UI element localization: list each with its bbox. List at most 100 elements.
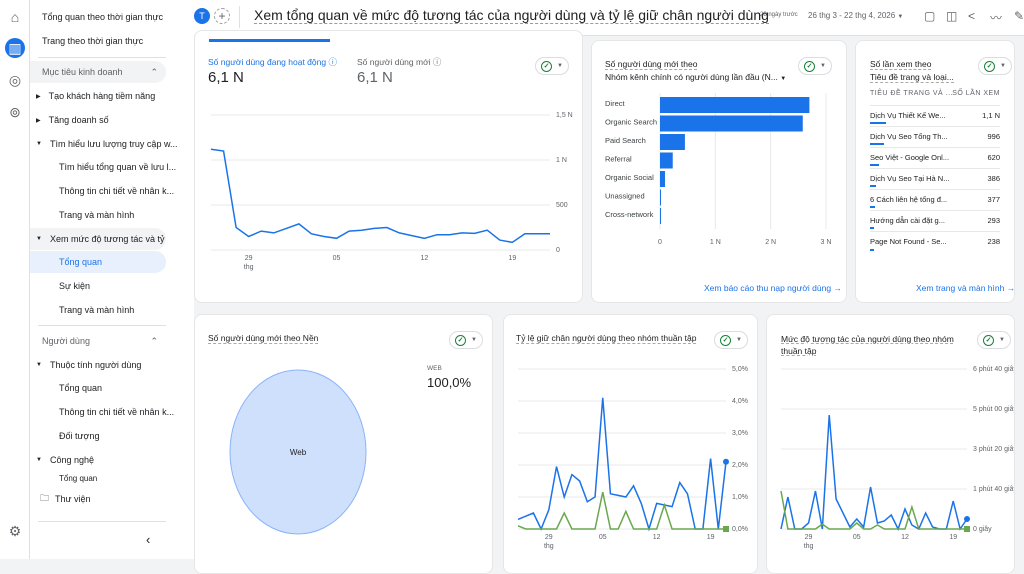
metric-new-users-tab[interactable]: Số người dùng mới ⓘ: [357, 57, 442, 67]
status-dropdown[interactable]: ✓ ▼: [449, 331, 483, 349]
advertising-icon[interactable]: ⊚: [9, 103, 21, 120]
view-pages-link[interactable]: Xem trang và màn hình →: [916, 283, 1015, 293]
table-row[interactable]: 6 Cách liên hệ tổng đ... 377: [870, 190, 1000, 211]
nav-realtime-pages[interactable]: Trang theo thời gian thực: [42, 36, 144, 46]
nav-item[interactable]: ▶ Tạo khách hàng tiềm năng: [30, 85, 194, 107]
bar: [660, 152, 673, 169]
users-card: Số người dùng đang hoạt động ⓘ 6,1 N Số …: [194, 30, 583, 303]
folder-icon: 🗀: [40, 493, 50, 503]
table-header: TIÊU ĐỀ TRANG VÀ ... SỐ LẦN XEM: [870, 85, 1000, 106]
save-icon[interactable]: ▢: [924, 9, 936, 23]
page-title-cell: Page Not Found - Se...: [870, 237, 947, 246]
settings-icon[interactable]: ⚙: [8, 522, 22, 539]
page-title: Xem tổng quan về mức độ tương tác của ng…: [254, 7, 769, 24]
card-title: Mức độ tương tác của người dùng theo nhó…: [781, 334, 954, 356]
status-dropdown[interactable]: ✓ ▼: [978, 57, 1012, 75]
reports-icon[interactable]: ▥: [5, 38, 25, 58]
section-business-goals[interactable]: Mục tiêu kinh doanh ⌃: [30, 61, 166, 83]
status-dropdown[interactable]: ✓ ▼: [798, 57, 832, 75]
nav-item[interactable]: Thông tin chi tiết về nhân k...: [59, 407, 175, 417]
nav-label: Tìm hiểu lưu lượng truy cập w...: [49, 139, 178, 149]
nav-item-overview-selected[interactable]: Tổng quan: [30, 251, 166, 273]
help-icon[interactable]: ⓘ: [328, 57, 337, 67]
status-dropdown[interactable]: ✓ ▼: [977, 331, 1011, 349]
column-header[interactable]: SỐ LẦN XEM: [952, 90, 1000, 97]
bar-category-label: Unassigned: [605, 192, 645, 201]
column-header: TIÊU ĐỀ TRANG VÀ ...: [870, 90, 953, 97]
date-range-picker[interactable]: 26 thg 3 - 22 thg 4, 2026 ▼: [808, 11, 903, 20]
help-icon[interactable]: ⓘ: [432, 57, 442, 67]
x-tick-label: 12: [901, 534, 909, 541]
series-end-marker: [723, 458, 729, 465]
nav-item[interactable]: Thông tin chi tiết về nhân k...: [59, 186, 175, 196]
avatar[interactable]: T: [194, 8, 210, 24]
nav-item[interactable]: Tổng quan: [59, 474, 98, 483]
bar: [660, 189, 661, 206]
retention-card: Tỷ lệ giữ chân người dùng theo nhóm thuầ…: [503, 314, 758, 574]
nav-realtime-overview[interactable]: Tổng quan theo thời gian thực: [42, 12, 164, 22]
series-end-marker: [723, 526, 729, 532]
table-row[interactable]: Dịch Vụ Seo Tổng Th... 996: [870, 127, 1000, 148]
nav-item[interactable]: ▶ Tăng doanh số: [30, 109, 194, 131]
table-row[interactable]: Dịch Vụ Thiết Kế We... 1,1 N: [870, 106, 1000, 127]
nav-item[interactable]: Tìm hiểu tổng quan về lưu l...: [59, 162, 177, 172]
dimension-dropdown[interactable]: Nhóm kênh chính có người dùng lần đầu (N…: [605, 72, 787, 82]
caret-down-icon: ▼: [36, 362, 42, 368]
views-cell: 293: [987, 216, 1000, 225]
table-row[interactable]: Dịch Vụ Seo Tại Hà N... 386: [870, 169, 1000, 190]
y-tick-label: 1,0%: [732, 494, 748, 501]
views-bar: [870, 206, 876, 208]
page-title-cell: 6 Cách liên hệ tổng đ...: [870, 195, 948, 204]
channel-card: Số người dùng mới theo Nhóm kênh chính c…: [591, 40, 847, 303]
metric-active-users-tab[interactable]: Số người dùng đang hoạt động ⓘ: [208, 57, 337, 67]
views-cell: 377: [987, 195, 1000, 204]
check-icon: ✓: [455, 334, 467, 346]
active-users-chart: 0 500 1 N 1,5 N 29 thg 05 12 19: [210, 112, 573, 271]
y-tick-label: 4,0%: [732, 398, 748, 405]
insights-icon[interactable]: 〰: [990, 11, 1003, 25]
metric-new-users-value: 6,1 N: [357, 69, 393, 86]
platform-card: Số người dùng mới theo Nền ✓ ▼ Web WEB 10…: [194, 314, 493, 574]
y-tick-label: 3,0%: [732, 430, 748, 437]
home-icon[interactable]: ⌂: [10, 9, 20, 25]
add-comparison-button[interactable]: +: [214, 8, 230, 24]
dropdown-icon: ▼: [897, 14, 904, 20]
status-dropdown[interactable]: ✓ ▼: [535, 57, 569, 75]
views-bar: [870, 185, 876, 187]
collapse-nav-button[interactable]: ‹: [146, 531, 151, 547]
table-row[interactable]: Hướng dẫn cài đặt g... 293: [870, 211, 1000, 232]
status-dropdown[interactable]: ✓ ▼: [714, 331, 748, 349]
section-users[interactable]: Người dùng ⌃: [30, 330, 166, 352]
table-row[interactable]: Seo Việt - Google Onl... 620: [870, 148, 1000, 169]
nav-item[interactable]: Đối tượng: [59, 431, 100, 441]
nav-item[interactable]: ▼ Tìm hiểu lưu lượng truy cập w...: [30, 133, 194, 155]
nav-item[interactable]: Trang và màn hình: [59, 210, 135, 220]
dimension-dropdown[interactable]: Tiêu đề trang và loại...: [870, 72, 954, 83]
nav-item[interactable]: ▼ Xem mức độ tương tác và tỷ l...: [30, 228, 166, 250]
nav-item[interactable]: ▼ Thuộc tính người dùng: [30, 354, 194, 376]
y-tick-label: 5 phút 00 giây: [973, 406, 1015, 413]
bar: [660, 134, 685, 150]
bar: [660, 115, 803, 132]
nav-label: Công nghệ: [49, 455, 94, 465]
section-label: Người dùng: [42, 336, 90, 346]
nav-label: Tăng doanh số: [48, 115, 109, 125]
card-title: Số lần xem theo: [870, 59, 932, 70]
chevron-up-icon: ⌃: [150, 335, 158, 346]
nav-item[interactable]: Trang và màn hình: [59, 305, 135, 315]
nav-item[interactable]: Tổng quan: [59, 383, 103, 393]
edit-icon[interactable]: ✎: [1014, 9, 1024, 23]
check-icon: ✓: [983, 334, 995, 346]
nav-item[interactable]: Sự kiện: [59, 281, 91, 291]
icon-rail: ⌂ ▥ ◎ ⊚ ⚙: [0, 0, 30, 559]
explore-icon[interactable]: ◎: [8, 71, 22, 88]
series-line: [517, 397, 727, 532]
nav-item[interactable]: ▼ Công nghệ: [30, 449, 194, 471]
check-icon: ✓: [804, 60, 816, 72]
table-row[interactable]: Page Not Found - Se... 238: [870, 232, 1000, 253]
nav-library[interactable]: 🗀 Thư viện: [30, 488, 194, 510]
view-acquisition-link[interactable]: Xem báo cáo thu nạp người dùng →: [704, 283, 842, 293]
channel-bar-chart: 0 1 N 2 N 3 N Direct Organic Search Paid Searc…: [605, 93, 831, 246]
compare-icon[interactable]: ◫: [946, 9, 958, 23]
share-icon[interactable]: <: [968, 9, 976, 23]
